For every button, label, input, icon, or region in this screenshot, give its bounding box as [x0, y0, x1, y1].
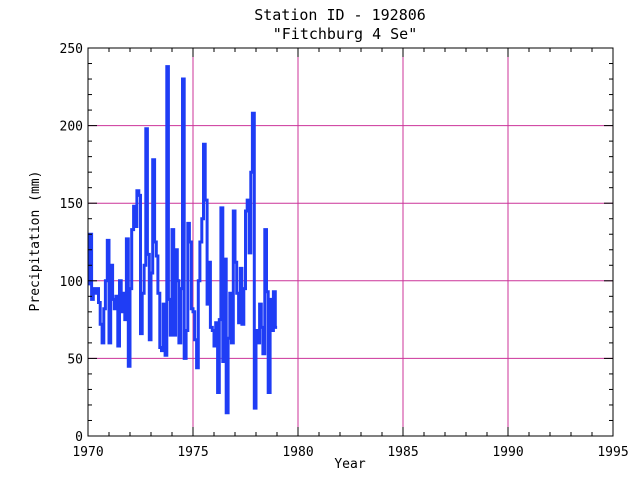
- axis-ticks: [87, 47, 614, 437]
- x-axis-label: Year: [334, 457, 365, 472]
- plot-frame: [87, 47, 614, 437]
- y-tick-label: 50: [67, 352, 83, 367]
- precipitation-series-line: [88, 65, 278, 415]
- y-tick-label: 200: [60, 120, 83, 135]
- y-tick-label: 150: [60, 197, 83, 212]
- chart-title: Station ID - 192806: [254, 6, 426, 24]
- x-tick-label: 1985: [387, 445, 418, 460]
- chart-subtitle: "Fitchburg 4 Se": [273, 25, 418, 43]
- x-tick-label: 1995: [597, 445, 628, 460]
- y-tick-label: 0: [75, 430, 83, 445]
- y-axis-label: Precipitation (mm): [28, 171, 43, 312]
- x-tick-label: 1970: [72, 445, 103, 460]
- y-tick-label: 100: [60, 275, 83, 290]
- x-tick-label: 1990: [492, 445, 523, 460]
- x-tick-label: 1980: [282, 445, 313, 460]
- y-tick-label: 250: [60, 42, 83, 57]
- x-tick-label: 1975: [177, 445, 208, 460]
- tick-labels: 1970 1975 1980 1985 1990 1995 0 50 100 150 200 250: [60, 42, 629, 460]
